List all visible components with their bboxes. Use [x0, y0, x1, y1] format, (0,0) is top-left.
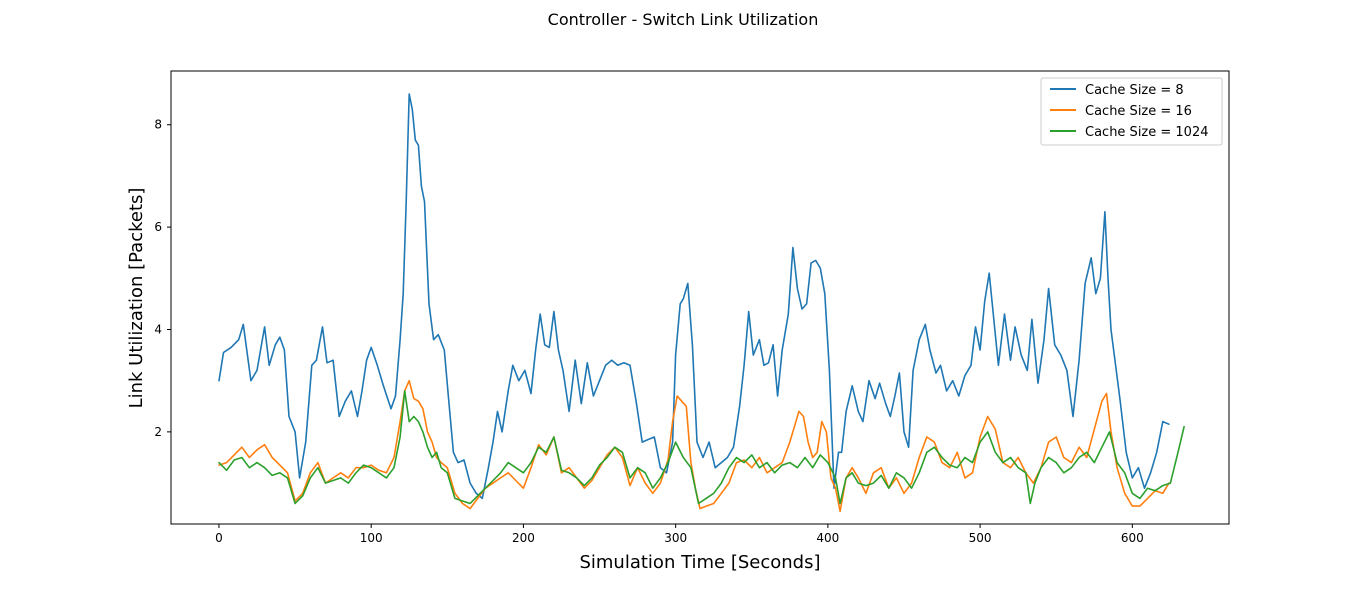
x-tick-label: 200: [512, 531, 535, 545]
x-tick-label: 500: [969, 531, 992, 545]
y-tick-label: 4: [154, 322, 162, 336]
plot-area: [170, 70, 1230, 525]
y-axis-label: Link Utilization [Packets]: [126, 188, 147, 409]
series-line-2: [218, 390, 1185, 505]
x-tick-label: 300: [664, 531, 687, 545]
y-tick-label: 2: [154, 425, 162, 439]
y-tick-label: 6: [154, 220, 162, 234]
series-layer: [218, 93, 1185, 513]
legend-box: [1040, 77, 1223, 146]
x-tick-label: 100: [360, 531, 383, 545]
legend: Cache Size = 8 Cache Size = 16 Cache Size …: [1040, 77, 1223, 146]
x-tick-label: 400: [816, 531, 839, 545]
x-axis: 0 100 200 300 400 500 600: [215, 524, 1144, 545]
y-tick-label: 8: [154, 118, 162, 132]
series-line-0: [218, 93, 1170, 500]
legend-label-2: Cache Size = 1024: [1085, 125, 1209, 140]
x-axis-label: Simulation Time [Seconds]: [579, 552, 820, 573]
chart-title: Controller - Switch Link Utilization: [548, 10, 819, 29]
legend-label-1: Cache Size = 16: [1085, 104, 1192, 119]
plot-frame: [170, 70, 1230, 525]
legend-label-0: Cache Size = 8: [1085, 83, 1184, 98]
x-tick-label: 600: [1121, 531, 1144, 545]
x-tick-label: 0: [215, 531, 223, 545]
series-line-1: [218, 379, 1170, 513]
y-axis: 2 4 6 8: [154, 118, 171, 439]
